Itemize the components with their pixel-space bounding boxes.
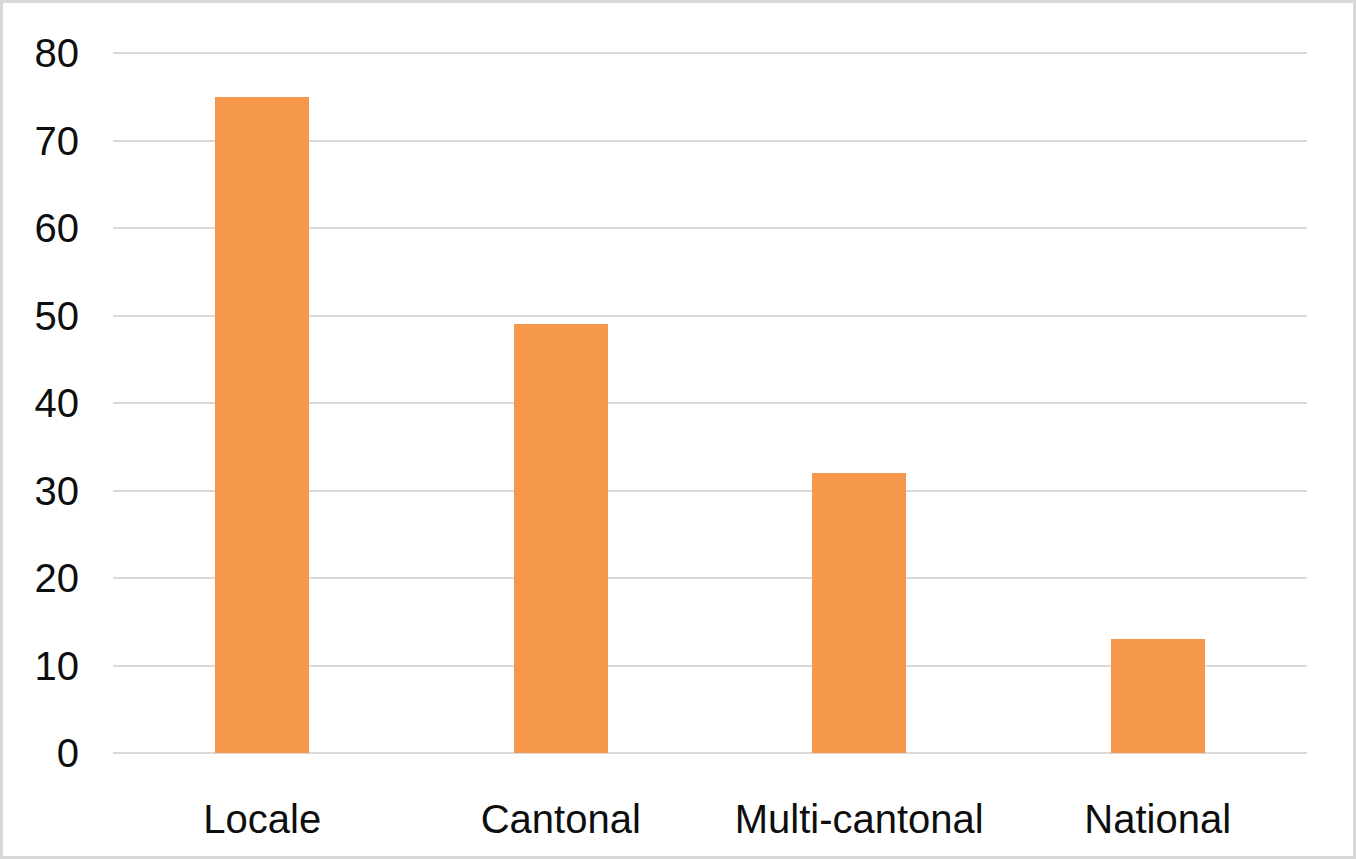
y-tick-label: 60 bbox=[3, 200, 79, 256]
y-tick-label: 20 bbox=[3, 550, 79, 606]
bar-locale bbox=[215, 97, 309, 753]
bar-national bbox=[1111, 639, 1205, 753]
y-tick-label: 70 bbox=[3, 113, 79, 169]
y-tick-label: 0 bbox=[3, 725, 79, 781]
y-tick-label: 50 bbox=[3, 288, 79, 344]
bar-multi-cantonal bbox=[812, 473, 906, 753]
y-tick-label: 30 bbox=[3, 463, 79, 519]
gridline bbox=[113, 52, 1307, 54]
y-tick-label: 10 bbox=[3, 638, 79, 694]
bar-chart: 01020304050607080 LocaleCantonalMulti-ca… bbox=[0, 0, 1356, 859]
y-tick-label: 80 bbox=[3, 25, 79, 81]
bar-cantonal bbox=[514, 324, 608, 753]
y-tick-label: 40 bbox=[3, 375, 79, 431]
x-category-label: National bbox=[948, 791, 1356, 847]
